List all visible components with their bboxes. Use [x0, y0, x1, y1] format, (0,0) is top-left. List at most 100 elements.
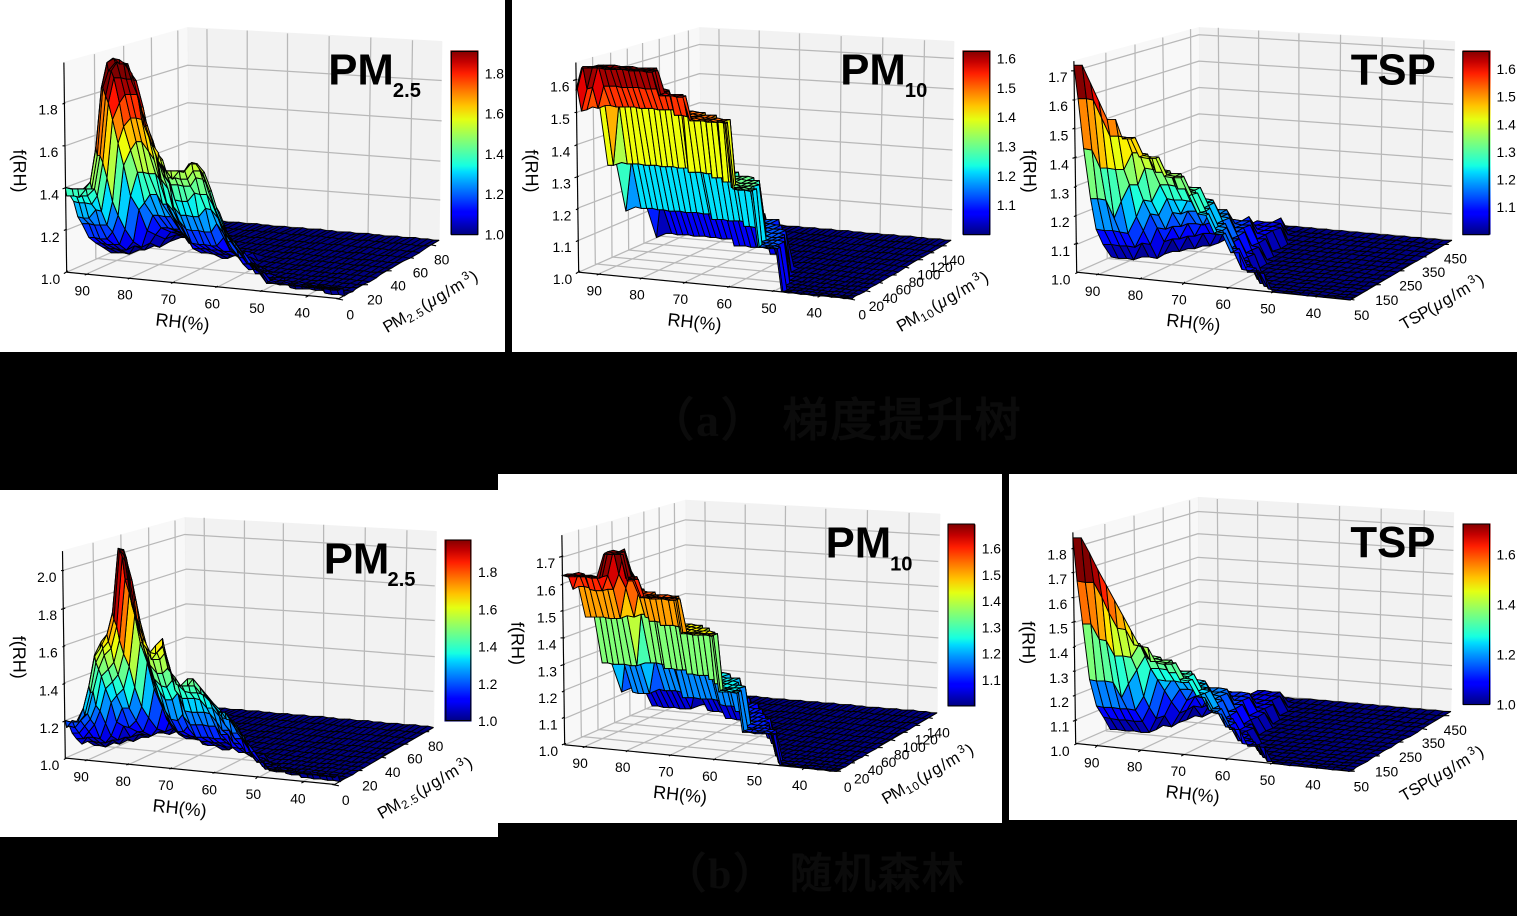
svg-text:1.2: 1.2 — [485, 186, 505, 202]
svg-text:1.0: 1.0 — [1051, 271, 1071, 287]
svg-text:1.6: 1.6 — [1048, 596, 1068, 612]
svg-text:1.8: 1.8 — [38, 101, 58, 117]
svg-text:70: 70 — [1171, 763, 1187, 779]
svg-text:1.3: 1.3 — [552, 175, 572, 191]
svg-text:20: 20 — [362, 778, 378, 794]
svg-text:80: 80 — [115, 773, 131, 789]
svg-text:1.4: 1.4 — [997, 109, 1017, 125]
svg-text:1.3: 1.3 — [982, 619, 1002, 635]
svg-text:350: 350 — [1422, 264, 1445, 280]
svg-text:50: 50 — [246, 786, 262, 802]
svg-text:1.0: 1.0 — [485, 226, 505, 242]
svg-text:90: 90 — [587, 282, 603, 298]
svg-text:1.3: 1.3 — [997, 139, 1017, 155]
svg-text:1.4: 1.4 — [551, 143, 571, 159]
svg-text:1.0: 1.0 — [553, 271, 573, 287]
svg-text:1.1: 1.1 — [538, 717, 558, 733]
svg-text:450: 450 — [1444, 251, 1467, 267]
svg-text:PM(g/m)2.53μ: PM(g/m)2.53μ — [373, 752, 476, 825]
svg-text:60: 60 — [205, 295, 221, 311]
svg-text:1.3: 1.3 — [1050, 185, 1070, 201]
svg-text:80: 80 — [894, 746, 910, 762]
svg-text:1.4: 1.4 — [537, 636, 557, 652]
svg-text:1.3: 1.3 — [1049, 670, 1069, 686]
svg-text:1.6: 1.6 — [39, 144, 59, 160]
svg-text:1.1: 1.1 — [552, 239, 572, 255]
svg-text:1.3: 1.3 — [538, 663, 558, 679]
svg-text:1.2: 1.2 — [478, 676, 498, 692]
svg-text:1.0: 1.0 — [41, 271, 61, 287]
svg-text:1.4: 1.4 — [39, 682, 59, 698]
svg-text:1.6: 1.6 — [1497, 546, 1517, 562]
svg-text:70: 70 — [658, 764, 674, 780]
svg-text:PM: PM — [826, 519, 892, 568]
svg-text:40: 40 — [807, 305, 823, 321]
svg-text:0: 0 — [844, 779, 852, 795]
svg-text:1.8: 1.8 — [478, 564, 498, 580]
svg-text:80: 80 — [629, 287, 645, 303]
svg-text:50: 50 — [1354, 307, 1370, 323]
svg-text:50: 50 — [1354, 779, 1370, 795]
svg-text:1.2: 1.2 — [538, 690, 558, 706]
svg-text:1.6: 1.6 — [485, 106, 505, 122]
svg-text:f(RH): f(RH) — [1019, 150, 1040, 193]
svg-text:TSP: TSP — [1350, 518, 1435, 567]
svg-text:TSP: TSP — [1351, 45, 1436, 94]
svg-text:1.3: 1.3 — [1497, 144, 1517, 160]
svg-text:2.5: 2.5 — [388, 569, 416, 591]
svg-text:PM: PM — [324, 534, 390, 583]
svg-text:140: 140 — [942, 252, 965, 268]
svg-text:RH(%): RH(%) — [1165, 310, 1221, 336]
svg-text:RH(%): RH(%) — [652, 782, 708, 808]
svg-text:20: 20 — [869, 298, 885, 314]
svg-text:1.6: 1.6 — [536, 582, 556, 598]
svg-text:70: 70 — [673, 291, 689, 307]
svg-text:1.6: 1.6 — [982, 541, 1002, 557]
svg-text:1.0: 1.0 — [539, 743, 559, 759]
svg-text:20: 20 — [367, 292, 383, 308]
svg-text:1.5: 1.5 — [551, 111, 571, 127]
svg-text:40: 40 — [290, 790, 306, 806]
svg-text:80: 80 — [1128, 287, 1144, 303]
svg-text:PM(g/m)2.53μ: PM(g/m)2.53μ — [379, 265, 482, 338]
svg-text:1.0: 1.0 — [478, 713, 498, 729]
svg-text:1.5: 1.5 — [997, 80, 1017, 96]
svg-text:0: 0 — [346, 306, 354, 322]
svg-text:350: 350 — [1422, 735, 1445, 751]
svg-text:1.6: 1.6 — [1049, 98, 1069, 114]
svg-text:1.1: 1.1 — [1050, 719, 1070, 735]
svg-text:1.1: 1.1 — [997, 197, 1017, 213]
svg-text:1.5: 1.5 — [1049, 127, 1069, 143]
svg-text:1.2: 1.2 — [1050, 214, 1070, 230]
svg-text:70: 70 — [161, 291, 177, 307]
svg-text:RH(%): RH(%) — [155, 309, 211, 335]
svg-text:40: 40 — [792, 777, 808, 793]
svg-text:80: 80 — [909, 274, 925, 290]
svg-text:1.1: 1.1 — [1051, 243, 1071, 259]
svg-text:PM(g/m)103μ: PM(g/m)103μ — [892, 266, 992, 337]
svg-text:50: 50 — [249, 300, 265, 316]
svg-text:80: 80 — [428, 738, 444, 754]
svg-text:10: 10 — [890, 553, 912, 575]
svg-text:90: 90 — [75, 282, 91, 298]
svg-text:0: 0 — [858, 306, 866, 322]
svg-text:f(RH): f(RH) — [521, 149, 542, 192]
svg-text:20: 20 — [854, 770, 870, 786]
svg-text:60: 60 — [202, 781, 218, 797]
svg-text:250: 250 — [1399, 277, 1422, 293]
svg-text:1.5: 1.5 — [982, 567, 1002, 583]
svg-text:1.2: 1.2 — [1050, 694, 1070, 710]
svg-text:1.4: 1.4 — [485, 146, 505, 162]
svg-text:1.1: 1.1 — [982, 672, 1002, 688]
svg-text:1.2: 1.2 — [1497, 171, 1517, 187]
svg-text:f(RH): f(RH) — [9, 149, 30, 192]
svg-text:120: 120 — [915, 732, 938, 748]
svg-text:40: 40 — [385, 764, 401, 780]
svg-text:f(RH): f(RH) — [1018, 621, 1039, 664]
svg-text:1.2: 1.2 — [552, 207, 572, 223]
svg-text:1.2: 1.2 — [982, 646, 1002, 662]
svg-text:f(RH): f(RH) — [9, 636, 30, 679]
svg-text:1.7: 1.7 — [536, 555, 556, 571]
svg-text:60: 60 — [896, 282, 912, 298]
svg-text:80: 80 — [1127, 759, 1143, 775]
